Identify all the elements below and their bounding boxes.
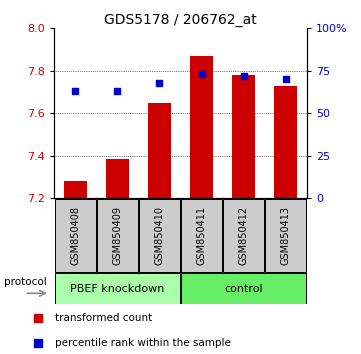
Point	[114, 88, 120, 94]
Text: GSM850409: GSM850409	[112, 206, 122, 265]
Text: protocol: protocol	[4, 277, 47, 287]
Bar	[55, 199, 96, 272]
Title: GDS5178 / 206762_at: GDS5178 / 206762_at	[104, 13, 257, 27]
Bar	[148, 103, 171, 198]
Bar	[223, 199, 264, 272]
Bar	[64, 181, 87, 198]
Text: GSM850413: GSM850413	[281, 206, 291, 265]
Point	[157, 80, 162, 86]
Text: PBEF knockdown: PBEF knockdown	[70, 284, 165, 293]
Point	[72, 88, 78, 94]
Point	[199, 72, 204, 77]
Bar	[181, 199, 222, 272]
Point	[283, 76, 289, 82]
Text: transformed count: transformed count	[55, 313, 152, 323]
Text: GSM850411: GSM850411	[196, 206, 206, 265]
Text: control: control	[225, 284, 263, 293]
Bar	[190, 56, 213, 198]
Bar	[232, 75, 255, 198]
Bar	[55, 273, 180, 304]
Text: GSM850412: GSM850412	[239, 206, 249, 265]
Text: GSM850408: GSM850408	[70, 206, 80, 265]
Bar	[181, 273, 306, 304]
Bar	[106, 159, 129, 198]
Bar	[139, 199, 180, 272]
Text: percentile rank within the sample: percentile rank within the sample	[55, 338, 230, 348]
Point	[241, 73, 247, 79]
Bar	[274, 86, 297, 198]
Bar	[97, 199, 138, 272]
Text: GSM850410: GSM850410	[155, 206, 165, 265]
Bar	[265, 199, 306, 272]
